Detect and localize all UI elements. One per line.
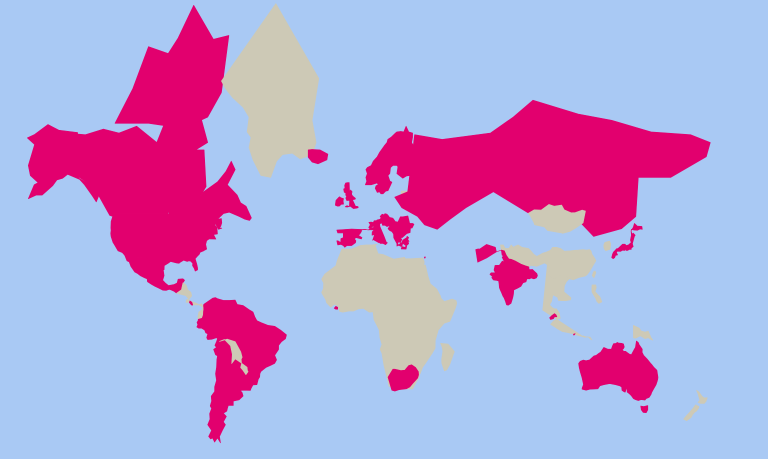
israel_spot [424,257,425,259]
korea [604,241,611,251]
